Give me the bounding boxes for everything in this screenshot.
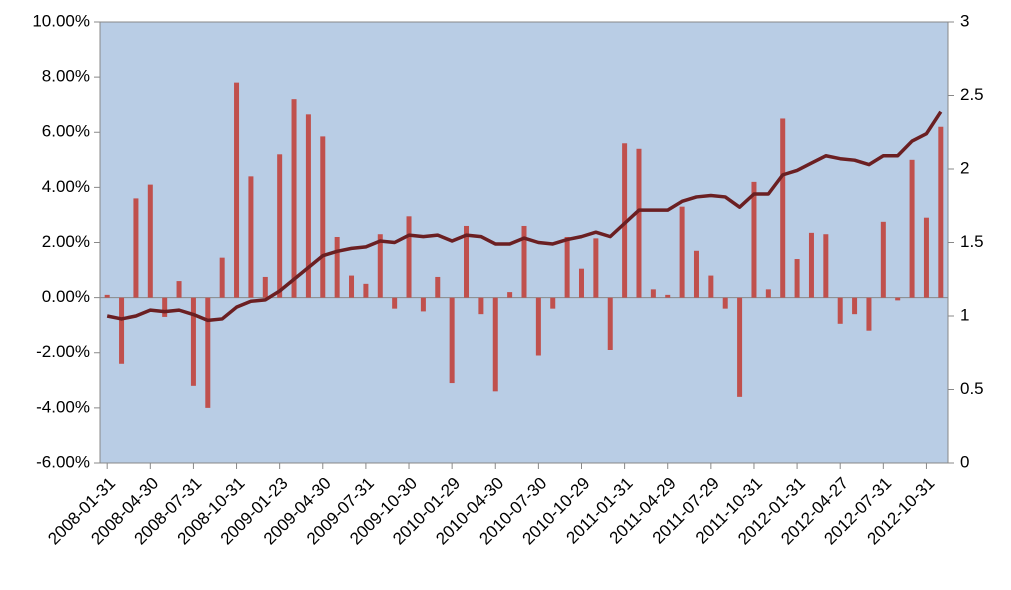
bar bbox=[679, 206, 685, 298]
bar bbox=[852, 297, 858, 315]
bar bbox=[349, 275, 355, 298]
bar bbox=[636, 148, 642, 298]
y-tick-label: -4.00% bbox=[36, 397, 90, 416]
bar bbox=[392, 297, 398, 309]
bar bbox=[176, 281, 182, 298]
bar bbox=[334, 236, 340, 298]
bar bbox=[751, 181, 757, 298]
y-tick-label: -2.00% bbox=[36, 342, 90, 361]
y-tick-label: 8.00% bbox=[42, 67, 90, 86]
bar bbox=[765, 289, 771, 298]
bar bbox=[780, 118, 786, 298]
bar bbox=[420, 297, 426, 312]
bar bbox=[535, 297, 541, 356]
y2-tick-label: 0.5 bbox=[960, 379, 984, 398]
bar bbox=[794, 259, 800, 298]
bar bbox=[923, 217, 929, 298]
bar bbox=[880, 221, 886, 298]
bar bbox=[248, 176, 254, 298]
bar bbox=[938, 126, 944, 298]
bar bbox=[162, 297, 168, 317]
bar bbox=[133, 198, 139, 298]
y2-tick-label: 3 bbox=[960, 11, 969, 30]
y2-tick-label: 1.5 bbox=[960, 232, 984, 251]
bar bbox=[277, 154, 283, 298]
y2-tick-label: 1 bbox=[960, 305, 969, 324]
bar bbox=[147, 184, 153, 298]
y2-tick-label: 2 bbox=[960, 158, 969, 177]
bar bbox=[449, 297, 455, 384]
bar bbox=[305, 114, 311, 298]
bar bbox=[262, 276, 268, 298]
y-tick-label: 10.00% bbox=[32, 11, 90, 30]
bar bbox=[622, 143, 628, 298]
bar bbox=[435, 276, 441, 298]
bar bbox=[693, 250, 699, 298]
line bbox=[106, 110, 943, 323]
bar bbox=[866, 297, 872, 331]
y-tick-label: 6.00% bbox=[42, 122, 90, 141]
bar bbox=[104, 294, 110, 298]
y-tick-label: 4.00% bbox=[42, 177, 90, 196]
bar bbox=[377, 234, 383, 298]
y-tick-label: 2.00% bbox=[42, 232, 90, 251]
bar bbox=[291, 99, 297, 298]
bar bbox=[190, 297, 196, 386]
bar bbox=[823, 234, 829, 298]
bar bbox=[650, 289, 656, 298]
bar bbox=[234, 82, 240, 298]
y2-tick-label: 0 bbox=[960, 452, 969, 471]
bar bbox=[593, 238, 599, 298]
bar bbox=[665, 294, 671, 298]
bar bbox=[737, 297, 743, 397]
bar bbox=[205, 297, 211, 408]
y-tick-label: -6.00% bbox=[36, 452, 90, 471]
y2-tick-label: 2.5 bbox=[960, 85, 984, 104]
bar bbox=[564, 236, 570, 298]
bar bbox=[909, 159, 915, 298]
bar bbox=[363, 283, 369, 298]
bar bbox=[119, 297, 125, 364]
bar bbox=[406, 216, 412, 298]
bar bbox=[478, 297, 484, 315]
bar bbox=[708, 275, 714, 298]
bar bbox=[521, 225, 527, 298]
bar bbox=[507, 292, 513, 298]
bar bbox=[895, 297, 901, 301]
bar bbox=[722, 297, 728, 309]
bar bbox=[607, 297, 613, 350]
bar bbox=[837, 297, 843, 324]
bar bbox=[578, 268, 584, 298]
bar bbox=[550, 297, 556, 309]
bar bbox=[320, 136, 326, 298]
bar bbox=[219, 257, 225, 298]
bar bbox=[464, 225, 470, 298]
bar bbox=[492, 297, 498, 392]
y-tick-label: 0.00% bbox=[42, 287, 90, 306]
bar bbox=[808, 232, 814, 298]
